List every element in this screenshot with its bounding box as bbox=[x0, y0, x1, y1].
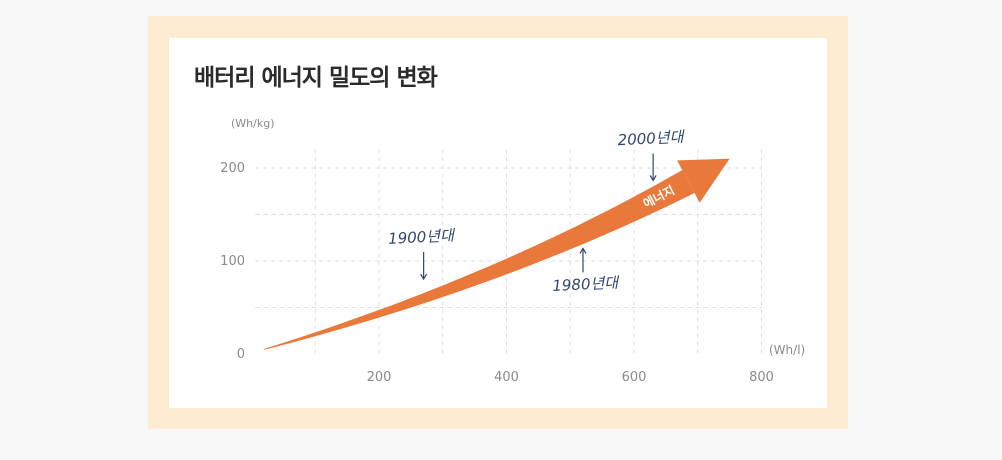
annotation: 1900년대 bbox=[388, 226, 457, 281]
energy-trend-arrow: 에너지 bbox=[264, 158, 730, 350]
chart-title: 배터리 에너지 밀도의 변화 bbox=[194, 65, 438, 91]
axis-ticks: 200 400 600 800 0 100 200 bbox=[220, 161, 774, 385]
energy-arrow-body bbox=[264, 170, 695, 350]
chart-card: 배터리 에너지 밀도의 변화 200 400 600 800 0 100 200 (Wh/k… bbox=[169, 38, 827, 408]
annotation-pointer-head bbox=[420, 273, 428, 281]
energy-arrow-head bbox=[677, 158, 730, 203]
y-tick-label: 100 bbox=[220, 254, 245, 269]
annotation: 2000년대 bbox=[617, 128, 686, 182]
chart-frame: 배터리 에너지 밀도의 변화 200 400 600 800 0 100 200 (Wh/k… bbox=[148, 16, 848, 429]
chart-grid bbox=[255, 149, 762, 354]
annotation-label: 2000년대 bbox=[617, 128, 686, 150]
energy-density-chart: 200 400 600 800 0 100 200 (Wh/kg) (Wh/l) 에너지 1… bbox=[220, 117, 805, 385]
x-tick-label: 800 bbox=[749, 370, 774, 385]
annotation-pointer-head bbox=[649, 175, 657, 182]
x-axis-unit: (Wh/l) bbox=[769, 343, 805, 357]
chart-annotations: 1900년대 1980년대 2000년대 bbox=[388, 128, 686, 295]
y-tick-label: 200 bbox=[220, 161, 245, 176]
x-tick-label: 600 bbox=[622, 370, 647, 385]
annotation-pointer-head bbox=[579, 247, 587, 254]
annotation: 1980년대 bbox=[552, 247, 621, 296]
annotation-label: 1900년대 bbox=[388, 226, 457, 248]
y-axis-unit: (Wh/kg) bbox=[231, 117, 275, 130]
x-tick-label: 200 bbox=[367, 370, 392, 385]
annotation-label: 1980년대 bbox=[552, 274, 621, 296]
y-tick-label: 0 bbox=[237, 347, 245, 362]
x-tick-label: 400 bbox=[494, 370, 519, 385]
